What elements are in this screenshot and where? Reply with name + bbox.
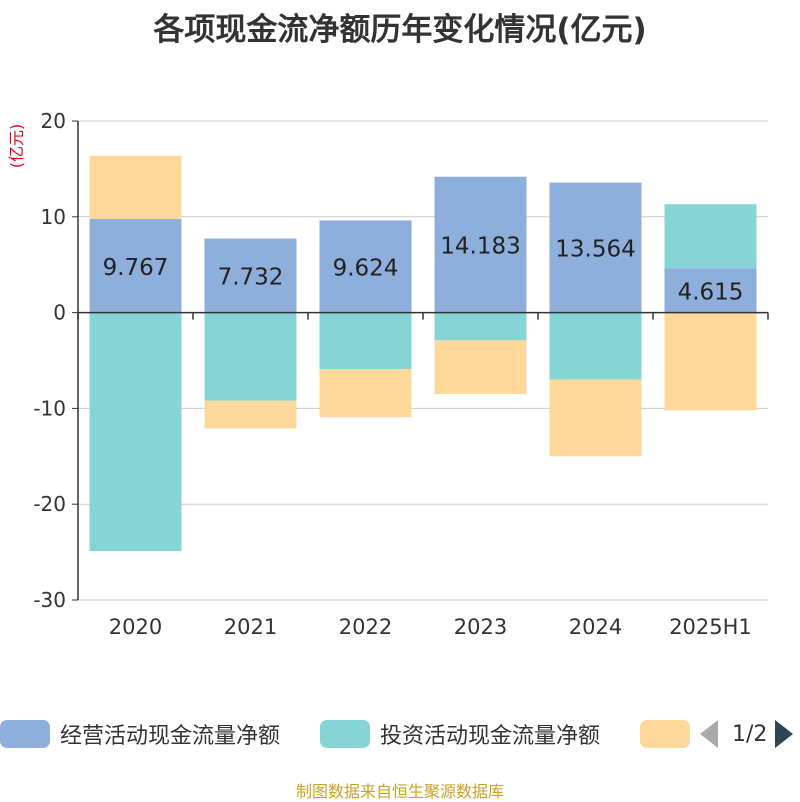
bar-series-0-2023: [434, 176, 527, 313]
x-tick-label: 2023: [454, 615, 507, 639]
legend-prev-icon[interactable]: [700, 720, 718, 748]
legend-next-icon[interactable]: [775, 720, 794, 748]
data-label: 9.767: [103, 255, 169, 281]
y-tick-label: 20: [41, 109, 66, 133]
bar-series-1-2020: [89, 312, 182, 552]
legend-page-indicator: 1/2: [732, 721, 768, 747]
bar-series-1-2025H1: [664, 204, 757, 269]
x-tick-label: 2020: [109, 615, 162, 639]
data-label: 9.624: [333, 256, 399, 282]
legend-label-investing: 投资活动现金流量净额: [380, 724, 601, 749]
bar-series-2-2025H1: [664, 312, 757, 411]
bar-series-0-2020: [89, 219, 182, 313]
grid-lines: [78, 120, 768, 601]
bar-series-1-2021: [204, 312, 297, 401]
legend-item-operating[interactable]: 经营活动现金流量净额: [0, 716, 280, 752]
data-label: 7.732: [218, 265, 284, 291]
legend-item-financing[interactable]: [640, 716, 690, 752]
x-tick-label: 2025H1: [669, 615, 752, 639]
bar-series-1-2023: [434, 312, 527, 341]
data-label: 13.564: [555, 237, 635, 263]
legend-swatch-operating: [0, 720, 50, 748]
bar-series-2-2024: [549, 379, 642, 457]
x-tick-label: 2022: [339, 615, 392, 639]
y-tick-label: -10: [33, 396, 66, 420]
y-tick-label: 0: [53, 301, 66, 325]
bar-series-0-2025H1: [664, 268, 757, 313]
y-axis-label: (亿元): [7, 124, 26, 169]
bar-series-2-2020: [89, 155, 182, 220]
x-tick-label: 2021: [224, 615, 277, 639]
axes: [72, 120, 769, 601]
legend-label-operating: 经营活动现金流量净额: [60, 724, 281, 749]
bar-series-1-2022: [319, 312, 412, 370]
y-tick-label: -30: [33, 588, 66, 612]
bar-series-2-2021: [204, 400, 297, 429]
data-source-footer: 制图数据来自恒生聚源数据库: [295, 782, 504, 801]
y-tick-label: 10: [41, 205, 66, 229]
legend-pager: 1/2: [700, 716, 794, 752]
bars: [89, 155, 757, 552]
labels: 20 10 0 -10 -20 -30 (亿元) 9.767 7.732 9.624 14.183 1…: [7, 109, 752, 639]
bar-series-2-2022: [319, 369, 412, 418]
legend-item-investing[interactable]: 投资活动现金流量净额: [320, 716, 600, 752]
chart-title: 各项现金流净额历年变化情况(亿元): [153, 12, 647, 48]
bar-series-2-2023: [434, 340, 527, 395]
bar-series-0-2021: [204, 238, 297, 313]
data-label: 14.183: [440, 234, 520, 260]
x-tick-label: 2024: [569, 615, 622, 639]
legend-swatch-investing: [320, 720, 370, 748]
y-tick-label: -20: [33, 492, 66, 516]
legend-swatch-financing: [640, 720, 690, 748]
data-label: 4.615: [678, 279, 744, 305]
bar-series-0-2024: [549, 182, 642, 313]
bar-series-1-2024: [549, 312, 642, 380]
bar-series-0-2022: [319, 220, 412, 313]
